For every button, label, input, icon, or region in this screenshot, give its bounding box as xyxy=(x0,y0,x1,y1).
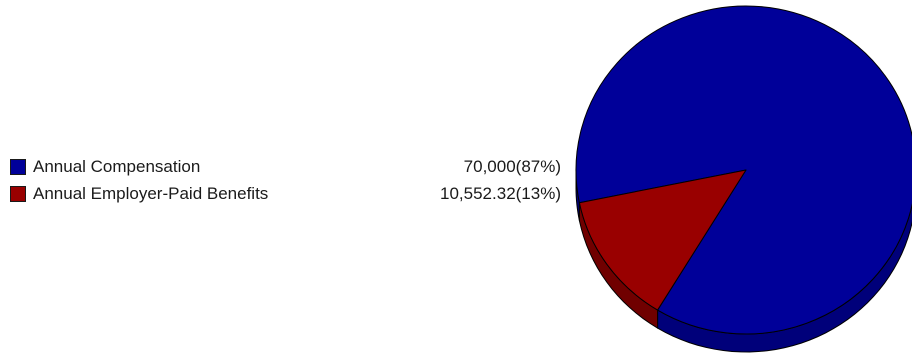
legend-value: 70,000(87%) xyxy=(463,156,561,176)
legend-item-annual-employer-paid-benefits: Annual Employer-Paid Benefits 10,552.32(… xyxy=(10,180,561,207)
legend-label: Annual Compensation xyxy=(33,156,201,176)
pie-top xyxy=(575,5,912,335)
legend-swatch xyxy=(10,185,26,202)
legend-item-annual-compensation: Annual Compensation 70,000(87%) xyxy=(10,153,561,180)
legend-label: Annual Employer-Paid Benefits xyxy=(33,183,269,203)
chart-legend: Annual Compensation 70,000(87%) Annual E… xyxy=(10,153,561,207)
legend-value: 10,552.32(13%) xyxy=(440,183,561,203)
pie-slice-1 xyxy=(578,169,747,311)
legend-swatch xyxy=(10,158,26,175)
